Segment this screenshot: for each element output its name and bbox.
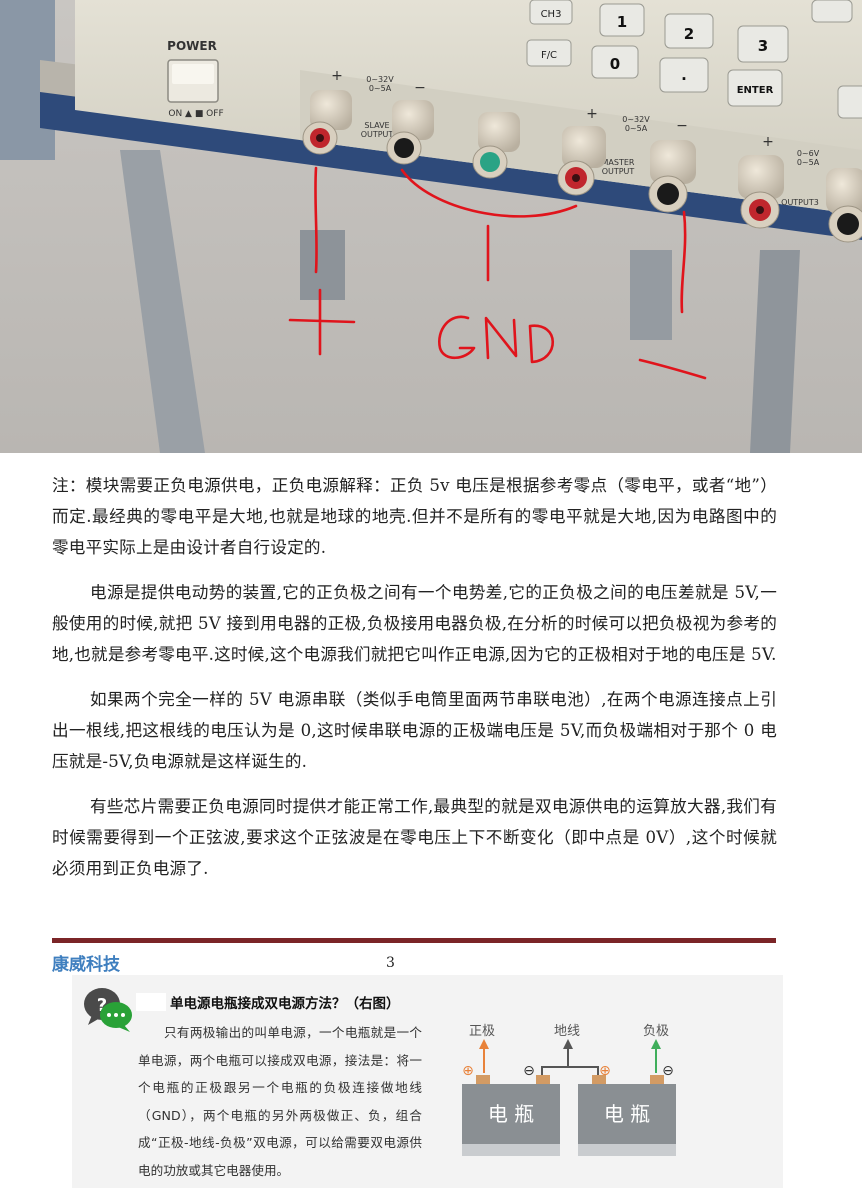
post-output3-positive xyxy=(738,155,784,229)
battery-2 xyxy=(578,1084,676,1144)
post-ground-green xyxy=(472,112,520,179)
arrow-positive-head xyxy=(479,1039,489,1049)
key-1 xyxy=(599,3,645,37)
symbol-b2-minus: ⊖ xyxy=(662,1063,674,1079)
power-switch-rocker xyxy=(172,64,214,84)
card-body: 只有两极输出的叫单电源，一个电瓶就是一个单电源，两个电瓶可以接成双电源，接法是：… xyxy=(138,1025,422,1178)
annotation-plus-symbol xyxy=(288,288,356,356)
arrow-ground-head xyxy=(563,1039,573,1049)
key-dot-label: . xyxy=(681,66,687,84)
key-fc xyxy=(526,39,572,67)
annotation-gnd xyxy=(438,315,555,364)
annotation-minus-symbol xyxy=(638,358,707,380)
terminal-b1-negative xyxy=(536,1075,550,1084)
master-label: MASTER OUTPUT xyxy=(602,158,635,176)
key-2-label: 2 xyxy=(684,25,694,43)
terminal-b2-positive xyxy=(592,1075,606,1084)
card-title-mask xyxy=(136,993,166,1011)
bench-leg-left xyxy=(120,150,205,453)
slave-minus-label: − xyxy=(414,80,426,96)
terminal-b1-positive xyxy=(476,1075,490,1084)
key-enter-label: ENTER xyxy=(737,85,774,96)
key-fc-label: F/C xyxy=(541,50,557,61)
battery-1-shadow xyxy=(462,1144,560,1156)
post-slave-negative xyxy=(386,100,434,165)
bench-leg-middle xyxy=(300,230,345,300)
footer-brand: 康威科技 xyxy=(52,955,120,975)
master-range-label: 0~32V 0~5A xyxy=(622,115,650,133)
card-title: 单电源电瓶接成双电源方法？（右图） xyxy=(170,996,400,1012)
key-enter xyxy=(727,69,783,107)
power-label: POWER xyxy=(167,39,217,53)
on-off-label: ON ▲ ■ OFF xyxy=(168,109,223,119)
master-plus-label: + xyxy=(586,106,598,122)
photo-illustration: CH3 F/C 1 2 3 0 . ENTER POWER ON ▲ ■ OFF… xyxy=(0,0,862,453)
key-3-label: 3 xyxy=(758,37,768,55)
label-ground: 地线 xyxy=(554,1024,580,1039)
paragraph-note: 注：模块需要正负电源供电，正负电源解释：正负 5v 电压是根据参考零点（零电平，… xyxy=(52,476,777,557)
key-3 xyxy=(737,25,789,63)
post-slave-positive xyxy=(302,90,352,155)
key-0 xyxy=(591,45,639,79)
annotation-wire-ground-loop xyxy=(400,168,578,218)
power-supply-photo: CH3 F/C 1 2 3 0 . ENTER POWER ON ▲ ■ OFF… xyxy=(0,0,862,453)
footer-rule xyxy=(52,938,776,943)
master-minus-label: − xyxy=(676,118,688,134)
paragraph-series: 如果两个完全一样的 5V 电源串联（类似手电筒里面两节串联电池）,在两个电源连接… xyxy=(52,690,777,771)
key-dot xyxy=(659,57,709,93)
battery-2-shadow xyxy=(578,1144,676,1156)
key-ch3-label: CH3 xyxy=(541,9,562,20)
bench-leg-far-right xyxy=(750,250,800,453)
annotations xyxy=(288,166,707,380)
key-edge-bottom xyxy=(837,85,862,119)
label-negative: 负极 xyxy=(643,1024,669,1039)
post-master-negative xyxy=(648,140,696,213)
output3-plus-label: + xyxy=(762,134,774,150)
key-2 xyxy=(664,13,714,49)
document-body: 注：模块需要正负电源供电，正负电源解释：正负 5v 电压是根据参考零点（零电平，… xyxy=(52,470,777,898)
slave-label: SLAVE OUTPUT xyxy=(361,121,394,139)
battery-1-label: 电 瓶 xyxy=(488,1102,534,1126)
binding-posts xyxy=(302,90,862,243)
slave-range-label: 0~32V 0~5A xyxy=(366,75,394,93)
battery-1 xyxy=(462,1084,560,1144)
slave-plus-label: + xyxy=(331,68,343,84)
keypad: CH3 F/C 1 2 3 0 . ENTER xyxy=(526,0,862,119)
key-edge-top xyxy=(811,0,853,23)
terminal-b2-negative xyxy=(650,1075,664,1084)
symbol-b1-minus: ⊖ xyxy=(523,1063,535,1079)
output3-label: OUTPUT3 xyxy=(781,198,819,207)
annotation-wire-negative xyxy=(680,210,687,314)
page-number: 3 xyxy=(386,955,395,971)
post-master-positive xyxy=(557,126,606,196)
key-0-label: 0 xyxy=(610,55,620,73)
battery-2-label: 电 瓶 xyxy=(604,1102,650,1126)
svg-text:?: ? xyxy=(97,995,107,1016)
bench-leg-right xyxy=(630,250,672,340)
post-output3-negative xyxy=(826,168,862,243)
paragraph-opamp: 有些芯片需要正负电源同时提供才能正常工作,最典型的就是双电源供电的运算放大器,我… xyxy=(52,797,777,878)
symbol-b2-plus: ⊕ xyxy=(599,1063,611,1079)
key-ch3 xyxy=(529,0,573,25)
question-chat-icon: ? xyxy=(84,988,132,1032)
info-card: ? 单电源电瓶接成双电源方法？（右图） 只有两极输出的叫单电源，一个电瓶就是一个… xyxy=(72,975,783,1188)
key-1-label: 1 xyxy=(617,13,627,31)
annotation-wire-positive xyxy=(314,166,318,274)
output3-range-label: 0~6V 0~5A xyxy=(797,149,820,167)
dual-battery-diagram: 正极 地线 负极 ⊕ ⊖ ⊕ ⊖ 电 瓶 电 瓶 xyxy=(462,1024,676,1156)
arrow-negative-head xyxy=(651,1039,661,1049)
ground-wire xyxy=(541,1066,599,1081)
symbol-b1-plus: ⊕ xyxy=(462,1063,474,1079)
paragraph-power-source: 电源是提供电动势的装置,它的正负极之间有一个电势差,它的正负极之间的电压差就是 … xyxy=(52,583,777,664)
label-positive: 正极 xyxy=(469,1024,495,1039)
